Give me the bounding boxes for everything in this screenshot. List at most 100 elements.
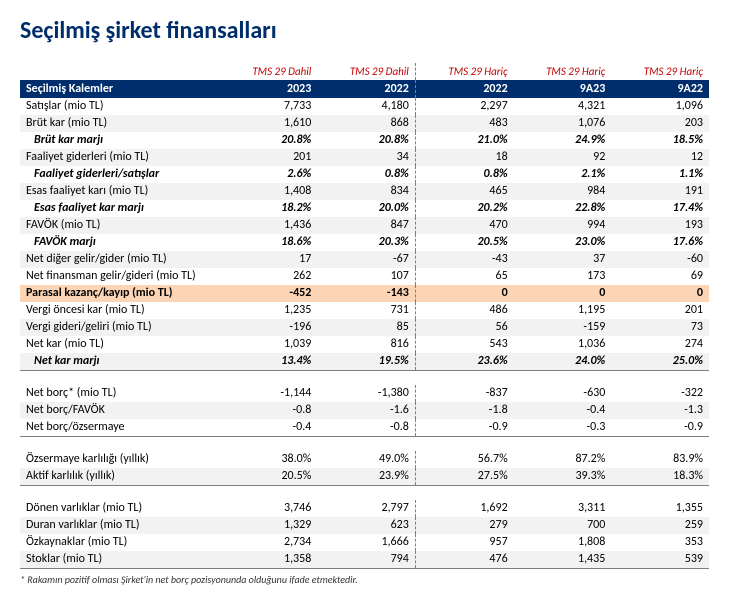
cell-value: 20.8%	[220, 132, 317, 149]
row-label: Esas faaliyet kar marjı	[20, 200, 220, 217]
cell-value: 1,610	[220, 115, 317, 132]
column-header: 2022	[415, 80, 513, 98]
row-label: Net finansman gelir/gideri (mio TL)	[20, 268, 220, 285]
column-group-label: TMS 29 Hariç	[514, 63, 612, 80]
cell-value: 34	[317, 149, 415, 166]
cell-value: 20.2%	[415, 200, 513, 217]
cell-value: 18	[415, 149, 513, 166]
table-row: Vergi gideri/geliri (mio TL)-1968556-159…	[20, 319, 709, 336]
column-header: 2023	[220, 80, 317, 98]
cell-value: 2.1%	[514, 166, 612, 183]
row-label: Net diğer gelir/gider (mio TL)	[20, 251, 220, 268]
column-header: Seçilmiş Kalemler	[20, 80, 220, 98]
cell-value: 69	[611, 268, 709, 285]
cell-value: 1,666	[317, 534, 415, 551]
cell-value: 23.6%	[415, 353, 513, 371]
row-label: Faaliyet giderleri (mio TL)	[20, 149, 220, 166]
cell-value: 19.5%	[317, 353, 415, 371]
financials-table: TMS 29 DahilTMS 29 DahilTMS 29 HariçTMS …	[20, 63, 709, 569]
cell-value: 18.6%	[220, 234, 317, 251]
table-row: Satışlar (mio TL)7,7334,1802,2974,3211,0…	[20, 98, 709, 115]
cell-value: 7,733	[220, 98, 317, 115]
table-row: Net kar (mio TL)1,0398165431,036274	[20, 336, 709, 353]
cell-value: 262	[220, 268, 317, 285]
cell-value: 868	[317, 115, 415, 132]
row-label: Vergi gideri/geliri (mio TL)	[20, 319, 220, 336]
cell-value: 834	[317, 183, 415, 200]
cell-value: -630	[514, 385, 612, 402]
cell-value: -1.8	[415, 402, 513, 419]
cell-value: -837	[415, 385, 513, 402]
row-label: Net kar (mio TL)	[20, 336, 220, 353]
cell-value: 274	[611, 336, 709, 353]
cell-value: -1.6	[317, 402, 415, 419]
cell-value: 1,436	[220, 217, 317, 234]
cell-value: 25.0%	[611, 353, 709, 371]
cell-value: 37	[514, 251, 612, 268]
row-label: Parasal kazanç/kayıp (mio TL)	[20, 285, 220, 302]
cell-value: 957	[415, 534, 513, 551]
column-header: 9A22	[611, 80, 709, 98]
table-row: Duran varlıklar (mio TL)1,32962327970025…	[20, 517, 709, 534]
row-label: Faaliyet giderleri/satışlar	[20, 166, 220, 183]
cell-value: -1,380	[317, 385, 415, 402]
cell-value: 539	[611, 551, 709, 569]
cell-value: 279	[415, 517, 513, 534]
row-label: Esas faaliyet karı (mio TL)	[20, 183, 220, 200]
cell-value: 20.8%	[317, 132, 415, 149]
row-label: Özkaynaklar (mio TL)	[20, 534, 220, 551]
cell-value: 4,180	[317, 98, 415, 115]
cell-value: 17	[220, 251, 317, 268]
cell-value: -0.4	[514, 402, 612, 419]
table-row: Özkaynaklar (mio TL)2,7341,6669571,80835…	[20, 534, 709, 551]
cell-value: 20.5%	[220, 468, 317, 486]
cell-value: 0.8%	[415, 166, 513, 183]
cell-value: -0.8	[220, 402, 317, 419]
row-label: FAVÖK marjı	[20, 234, 220, 251]
cell-value: 20.0%	[317, 200, 415, 217]
table-row: FAVÖK marjı18.6%20.3%20.5%23.0%17.6%	[20, 234, 709, 251]
cell-value: 3,311	[514, 500, 612, 517]
cell-value: 23.0%	[514, 234, 612, 251]
cell-value: 20.3%	[317, 234, 415, 251]
cell-value: 17.6%	[611, 234, 709, 251]
cell-value: 2.6%	[220, 166, 317, 183]
cell-value: 700	[514, 517, 612, 534]
row-label: Vergi öncesi kar (mio TL)	[20, 302, 220, 319]
cell-value: 3,746	[220, 500, 317, 517]
spacer-row	[20, 485, 709, 500]
cell-value: 0	[611, 285, 709, 302]
spacer-row	[20, 436, 709, 451]
cell-value: 21.0%	[415, 132, 513, 149]
cell-value: -0.4	[220, 419, 317, 437]
cell-value: 2,797	[317, 500, 415, 517]
cell-value: 470	[415, 217, 513, 234]
cell-value: -196	[220, 319, 317, 336]
cell-value: 73	[611, 319, 709, 336]
row-label: Aktif karlılık (yıllık)	[20, 468, 220, 486]
cell-value: 191	[611, 183, 709, 200]
table-row	[20, 485, 709, 500]
cell-value: 24.9%	[514, 132, 612, 149]
cell-value: 83.9%	[611, 451, 709, 468]
row-label: Özsermaye karlılığı (yıllık)	[20, 451, 220, 468]
cell-value: -0.3	[514, 419, 612, 437]
cell-value: 203	[611, 115, 709, 132]
cell-value: 847	[317, 217, 415, 234]
footnote: * Rakamın pozitif olması Şirket'in net b…	[20, 573, 709, 586]
cell-value: 56	[415, 319, 513, 336]
column-header: 9A23	[514, 80, 612, 98]
cell-value: 0	[415, 285, 513, 302]
row-label: Brüt kar (mio TL)	[20, 115, 220, 132]
cell-value: 483	[415, 115, 513, 132]
cell-value: 4,321	[514, 98, 612, 115]
cell-value: 794	[317, 551, 415, 569]
row-label: Net borç/FAVÖK	[20, 402, 220, 419]
table-row: Parasal kazanç/kayıp (mio TL)-452-143000	[20, 285, 709, 302]
row-label: Net kar marjı	[20, 353, 220, 371]
table-row: Brüt kar marjı20.8%20.8%21.0%24.9%18.5%	[20, 132, 709, 149]
cell-value: 1,195	[514, 302, 612, 319]
cell-value: 39.3%	[514, 468, 612, 486]
cell-value: 476	[415, 551, 513, 569]
cell-value: 17.4%	[611, 200, 709, 217]
